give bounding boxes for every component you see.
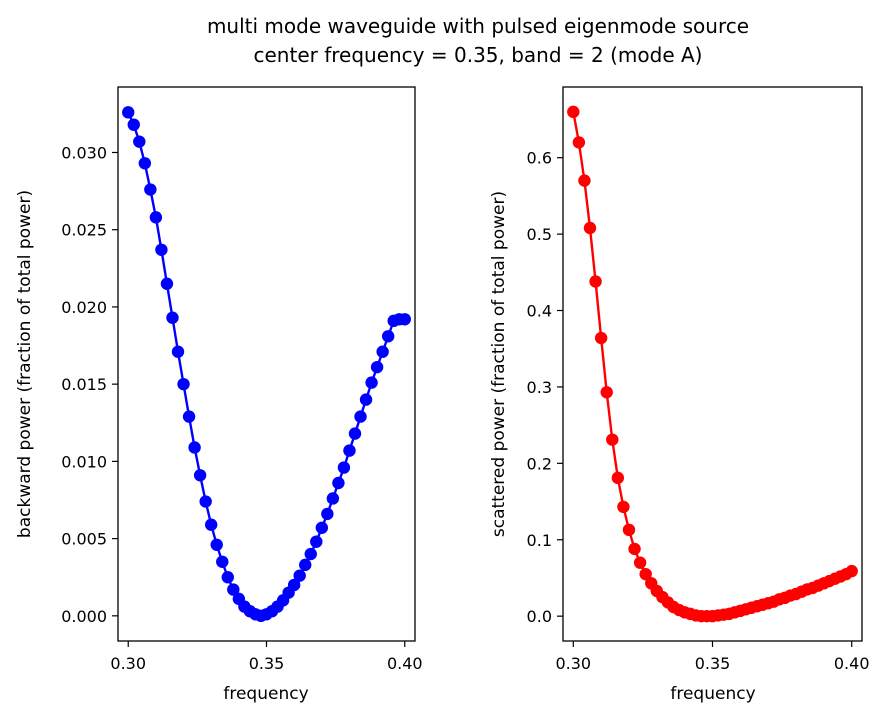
backward-data-point [299,558,312,572]
backward-data-point [348,427,362,440]
scattered-ytick-label: 0.5 [527,225,552,244]
scattered-data-point [639,567,652,581]
scattered-xtick-label: 0.35 [695,654,731,673]
backward-data-point [122,106,135,119]
scattered-ytick-label: 0.1 [527,531,552,550]
scattered-data-point [611,471,625,485]
backward-data-point [293,569,306,582]
backward-data-point [171,345,185,358]
scattered-data-point [606,433,619,446]
backward-data-point [166,311,179,324]
backward-data-point [337,461,351,474]
scattered-xtick-label: 0.40 [834,654,870,673]
backward-data-point [381,330,395,343]
scattered-ytick-label: 0.2 [527,454,552,473]
backward-data-point [343,444,356,457]
scattered-chart-xlabel: frequency [670,684,755,704]
scattered-axes-frame [562,86,863,642]
scattered-data-point [594,331,608,345]
backward-ytick-label: 0.005 [61,530,107,549]
backward-data-point [370,360,384,374]
backward-data-point [193,469,207,482]
backward-data-point [177,377,190,391]
scattered-ytick-label: 0.3 [527,378,552,397]
backward-power-chart: frequency backward power (fraction of to… [15,86,423,704]
scattered-data-point [578,174,591,187]
scattered-ytick-label: 0.4 [527,302,552,321]
backward-ytick-label: 0.000 [61,607,107,626]
backward-ytick-label: 0.015 [61,375,107,394]
backward-data-point [182,410,196,423]
backward-data-point [144,183,157,196]
backward-ytick-label: 0.020 [61,298,107,317]
backward-data-point [315,521,329,534]
backward-data-point [287,578,301,592]
scattered-xtick-label: 0.30 [555,654,591,673]
backward-data-point [149,211,163,224]
backward-data-point [155,243,168,256]
scattered-power-chart: frequency scattered power (fraction of t… [489,86,870,704]
backward-data-point [204,518,218,531]
backward-data-point [398,313,411,326]
scattered-chart-ylabel: scattered power (fraction of total power… [489,191,509,537]
backward-data-point [227,583,240,596]
backward-chart-xlabel: frequency [223,684,308,704]
scattered-data-point [622,523,636,537]
backward-data-point [160,277,174,290]
backward-series-line [127,111,405,618]
backward-data-point [199,495,212,508]
backward-data-point [326,492,340,505]
scattered-data-point [600,386,613,399]
backward-data-point [365,376,378,389]
backward-data-point [188,441,201,454]
scattered-data-point [589,275,602,288]
backward-ytick-label: 0.025 [61,221,107,240]
backward-data-point [221,571,234,584]
backward-data-point [376,345,389,358]
backward-data-point [359,393,373,406]
backward-data-point [354,410,367,423]
backward-xtick-label: 0.40 [387,654,423,673]
backward-data-point [210,538,223,551]
backward-xtick-label: 0.30 [110,654,146,673]
scattered-data-point [845,564,858,578]
backward-xtick-label: 0.35 [249,654,285,673]
backward-data-point [127,118,140,131]
scattered-data-point [572,136,586,149]
backward-data-point [332,476,345,490]
scattered-data-point [583,221,597,235]
scattered-ytick-label: 0.0 [527,607,552,626]
scattered-data-point [633,556,647,569]
scattered-data-point [628,542,641,556]
backward-data-point [138,157,152,170]
backward-ytick-label: 0.030 [61,143,107,162]
backward-ytick-label: 0.010 [61,452,107,471]
figure-title-line1: multi mode waveguide with pulsed eigenmo… [207,14,749,38]
backward-data-point [310,535,323,548]
scattered-ytick-label: 0.6 [527,149,552,168]
backward-data-point [133,135,146,148]
backward-data-point [216,555,229,568]
scattered-data-point [617,500,630,514]
backward-data-point [304,547,317,561]
scattered-data-point [567,105,580,119]
figure-title-line2: center frequency = 0.35, band = 2 (mode … [254,43,703,67]
scattered-series-line [572,111,853,618]
backward-chart-ylabel: backward power (fraction of total power) [15,190,35,538]
backward-data-point [321,507,334,521]
backward-axes-frame [117,86,416,642]
